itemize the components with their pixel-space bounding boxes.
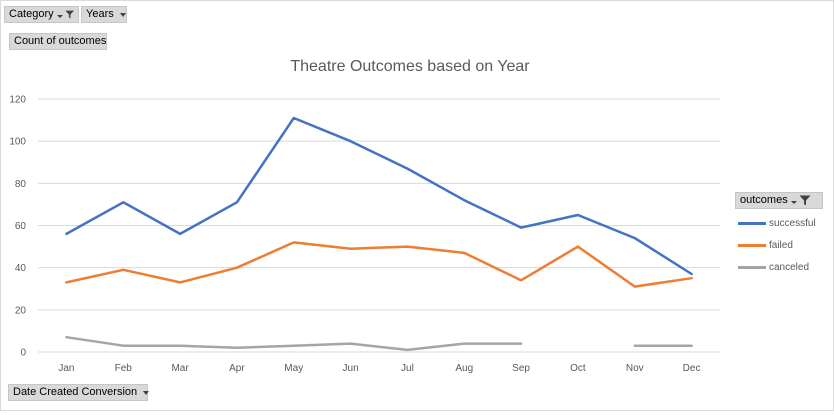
x-tick-label: Dec	[683, 363, 701, 374]
data-point-successful	[520, 227, 522, 229]
data-point-failed	[406, 246, 408, 248]
x-tick-label: Nov	[626, 363, 644, 374]
legend-swatch	[738, 265, 766, 269]
legend-label: successful	[769, 217, 816, 229]
data-point-failed	[463, 252, 465, 254]
chevron-down-icon	[143, 390, 150, 395]
data-point-failed	[122, 269, 124, 271]
legend-label: canceled	[769, 261, 810, 273]
x-tick-label: Aug	[455, 363, 473, 374]
data-point-canceled	[634, 345, 636, 347]
data-point-successful	[293, 117, 295, 119]
legend-item-canceled: canceled	[738, 256, 816, 278]
data-point-failed	[236, 267, 238, 269]
category-filter-label: Category	[9, 8, 54, 20]
date-created-conversion-label: Date Created Conversion	[13, 386, 138, 398]
x-tick-label: May	[284, 363, 303, 374]
data-point-canceled	[179, 345, 181, 347]
data-point-successful	[236, 201, 238, 203]
data-point-failed	[65, 281, 67, 283]
filter-funnel-icon	[799, 195, 811, 206]
data-point-canceled	[350, 343, 352, 345]
x-tick-label: Jan	[58, 363, 74, 374]
y-tick-label: 60	[15, 221, 27, 232]
years-filter-label: Years	[86, 8, 114, 20]
y-tick-label: 0	[20, 348, 26, 359]
data-point-successful	[179, 233, 181, 235]
x-tick-label: Jul	[401, 363, 414, 374]
data-point-successful	[463, 199, 465, 201]
series-line-canceled	[65, 335, 523, 352]
data-point-canceled	[293, 345, 295, 347]
y-tick-label: 100	[9, 137, 26, 148]
data-point-successful	[122, 201, 124, 203]
data-point-canceled	[406, 349, 408, 351]
legend-swatch	[738, 243, 766, 247]
category-filter-button[interactable]: Category	[4, 6, 79, 23]
data-point-successful	[634, 237, 636, 239]
data-point-canceled	[691, 345, 693, 347]
series-line-failed	[65, 241, 693, 288]
x-tick-label: Mar	[171, 363, 189, 374]
count-of-outcomes-button[interactable]: Count of outcomes	[9, 33, 107, 50]
count-of-outcomes-label: Count of outcomes	[14, 35, 107, 47]
data-point-failed	[691, 277, 693, 279]
data-point-canceled	[236, 347, 238, 349]
y-tick-label: 80	[15, 179, 27, 190]
date-created-conversion-button[interactable]: Date Created Conversion	[8, 384, 150, 401]
data-point-successful	[65, 233, 67, 235]
legend-swatch	[738, 221, 766, 225]
chevron-down-icon	[119, 12, 126, 17]
data-point-canceled	[122, 345, 124, 347]
data-point-successful	[577, 214, 579, 216]
x-tick-label: Oct	[570, 363, 586, 374]
data-point-failed	[634, 286, 636, 288]
y-tick-label: 20	[15, 305, 27, 316]
y-tick-label: 120	[9, 95, 26, 106]
data-point-canceled	[65, 336, 67, 338]
data-point-failed	[520, 279, 522, 281]
chevron-down-icon	[790, 201, 797, 204]
data-point-failed	[577, 246, 579, 248]
outcomes-filter-label: outcomes	[740, 194, 788, 206]
x-tick-label: Apr	[229, 363, 245, 374]
series-line-successful	[65, 116, 693, 276]
x-tick-label: Feb	[115, 363, 133, 374]
legend-item-successful: successful	[738, 212, 816, 234]
outcomes-filter-button[interactable]: outcomes	[735, 192, 823, 209]
years-filter-button[interactable]: Years	[81, 6, 127, 23]
data-point-failed	[350, 248, 352, 250]
legend: successful failed canceled	[738, 212, 816, 278]
chart-title: Theatre Outcomes based on Year	[290, 58, 530, 75]
data-point-canceled	[520, 343, 522, 345]
data-point-successful	[350, 140, 352, 142]
legend-item-failed: failed	[738, 234, 816, 256]
data-point-failed	[293, 241, 295, 243]
data-point-successful	[406, 168, 408, 170]
legend-label: failed	[769, 239, 793, 251]
data-point-failed	[179, 281, 181, 283]
y-tick-label: 40	[15, 263, 27, 274]
data-point-canceled	[463, 343, 465, 345]
chevron-down-icon	[56, 15, 63, 18]
filter-funnel-icon	[65, 10, 74, 19]
x-tick-label: Jun	[343, 363, 359, 374]
data-point-successful	[691, 273, 693, 275]
x-tick-label: Sep	[512, 363, 530, 374]
